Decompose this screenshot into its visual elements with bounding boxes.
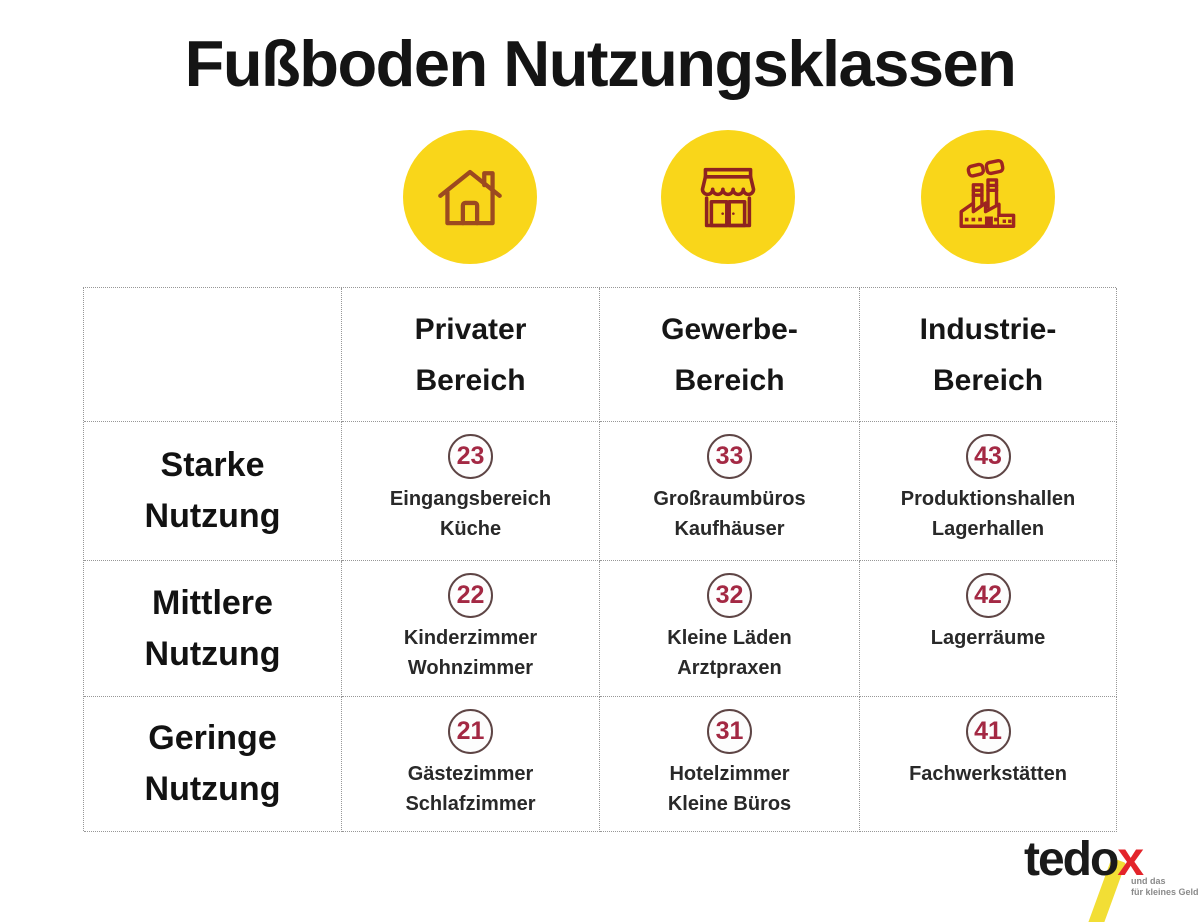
table-corner-cell (84, 288, 342, 422)
class-cell-23: 23 Eingangsbereich Küche (342, 422, 600, 561)
row-label-line: Mittlere (152, 583, 273, 622)
header-line: Bereich (415, 363, 526, 397)
cell-line: Fachwerkstätten (909, 763, 1067, 785)
header-line: Bereich (674, 363, 785, 397)
tedox-wordmark-black: tedo (1024, 833, 1119, 886)
class-cell-31: 31 Hotelzimmer Kleine Büros (600, 697, 860, 832)
industrial-area-icon-circle (921, 130, 1055, 264)
header-privater-bereich: Privater Bereich (342, 288, 600, 422)
cell-line: Schlafzimmer (405, 793, 536, 815)
class-cell-32: 32 Kleine Läden Arztpraxen (600, 561, 860, 697)
class-cell-42: 42 Lagerräume (860, 561, 1117, 697)
cell-line: Küche (439, 518, 502, 540)
row-label-line: Nutzung (144, 634, 281, 673)
row-label-geringe-nutzung: Geringe Nutzung (84, 697, 342, 832)
class-number-badge: 31 (707, 709, 752, 754)
header-gewerbe-bereich: Gewerbe- Bereich (600, 288, 860, 422)
header-line: Bereich (932, 363, 1044, 397)
tedox-wordmark-x: x (1117, 833, 1144, 886)
house-icon (438, 169, 502, 226)
cell-line: Lagerhallen (931, 518, 1045, 540)
class-number-badge: 22 (448, 573, 493, 618)
cell-line: Eingangsbereich (389, 488, 552, 510)
class-number-badge: 21 (448, 709, 493, 754)
row-label-mittlere-nutzung: Mittlere Nutzung (84, 561, 342, 697)
tedox-wordmark: tedox (1024, 832, 1144, 887)
class-cell-41: 41 Fachwerkstätten (860, 697, 1117, 832)
row-label-line: Starke (160, 446, 265, 484)
cell-line: Lagerräume (930, 627, 1046, 649)
tedox-tagline: und das für kleines Geld (1131, 876, 1199, 899)
cell-line: Gästezimmer (407, 763, 534, 785)
private-area-icon-circle (403, 130, 537, 264)
header-industrie-bereich: Industrie- Bereich (860, 288, 1117, 422)
tagline-line: und das (1131, 876, 1166, 886)
header-line: Gewerbe- (661, 312, 798, 346)
class-number-badge: 41 (965, 709, 1011, 754)
cell-line: Großraumbüros (653, 488, 806, 510)
class-number-badge: 23 (448, 434, 493, 479)
class-number-badge: 43 (965, 434, 1011, 479)
row-label-line: Nutzung (144, 770, 281, 808)
storefront-icon (700, 167, 756, 228)
cell-line: Kinderzimmer (403, 627, 538, 649)
tedox-logo: tedox und das für kleines Geld (1018, 833, 1200, 922)
class-number-badge: 42 (965, 573, 1011, 618)
commercial-area-icon-circle (661, 130, 795, 264)
class-cell-22: 22 Kinderzimmer Wohnzimmer (342, 561, 600, 697)
cell-line: Kleine Büros (667, 793, 792, 815)
header-line: Privater (414, 312, 527, 346)
class-cell-43: 43 Produktionshallen Lagerhallen (860, 422, 1117, 561)
class-number-badge: 32 (707, 573, 752, 618)
row-label-starke-nutzung: Starke Nutzung (84, 422, 342, 561)
header-line: Industrie- (919, 312, 1057, 346)
class-cell-21: 21 Gästezimmer Schlafzimmer (342, 697, 600, 832)
cell-line: Produktionshallen (900, 488, 1076, 510)
tagline-line: für kleines Geld (1131, 887, 1199, 898)
class-cell-33: 33 Großraumbüros Kaufhäuser (600, 422, 860, 561)
factory-icon (959, 158, 1016, 228)
class-number-badge: 33 (707, 434, 752, 479)
row-label-line: Nutzung (144, 497, 281, 535)
cell-line: Kaufhäuser (674, 518, 785, 540)
cell-line: Arztpraxen (677, 657, 782, 679)
page-title: Fußboden Nutzungsklassen (184, 27, 1017, 100)
cell-line: Hotelzimmer (669, 763, 790, 785)
cell-line: Wohnzimmer (407, 657, 534, 679)
row-label-line: Geringe (148, 719, 277, 757)
cell-line: Kleine Läden (667, 627, 792, 649)
usage-class-table: Privater Bereich Gewerbe- Bereich Indust… (83, 287, 1117, 832)
